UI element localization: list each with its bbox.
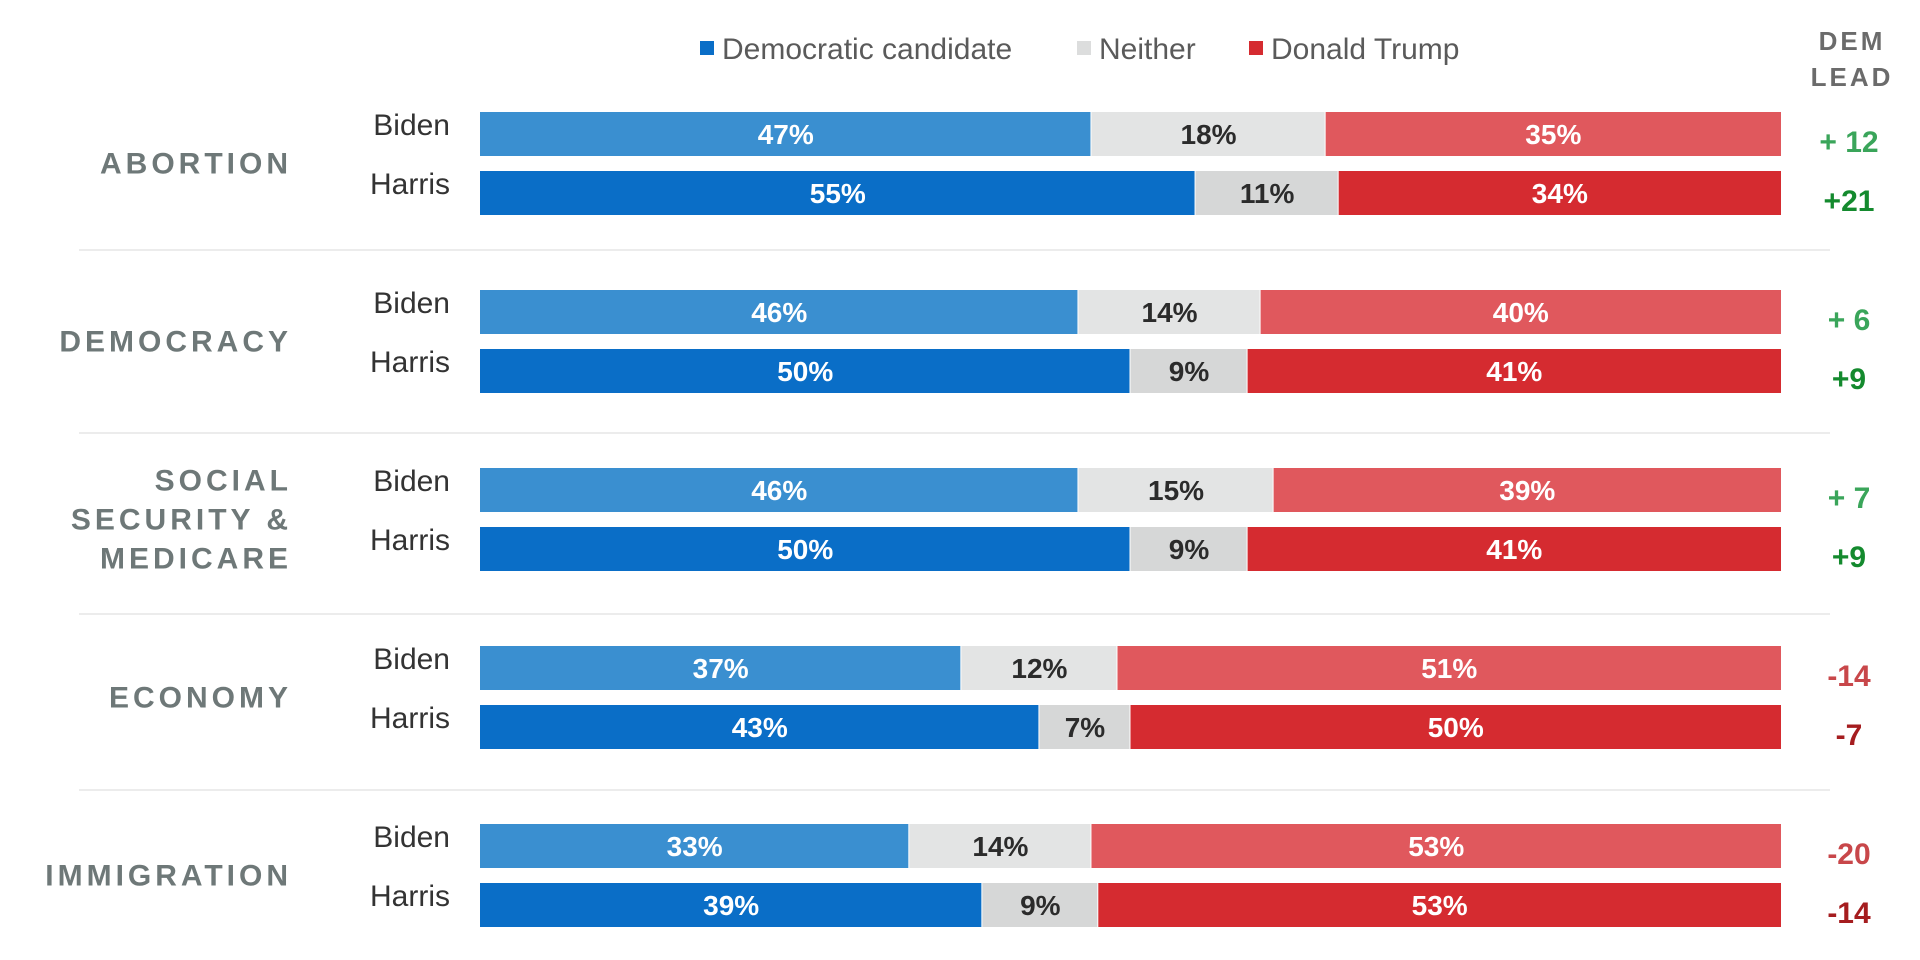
bar-trump bbox=[1273, 468, 1781, 512]
data-label-trump: 40% bbox=[1493, 297, 1549, 328]
bar-neither bbox=[1091, 112, 1325, 156]
bar-dem bbox=[480, 112, 1091, 156]
data-label-neither: 11% bbox=[1240, 178, 1295, 209]
bar-trump bbox=[1260, 290, 1781, 334]
row-label: Harris bbox=[370, 346, 450, 379]
dem-lead-value: -14 bbox=[1827, 897, 1871, 930]
category-label: SECURITY & bbox=[71, 504, 292, 537]
data-label-dem: 50% bbox=[777, 356, 833, 387]
row-label: Biden bbox=[373, 465, 450, 498]
row-label: Harris bbox=[370, 524, 450, 557]
row-label: Biden bbox=[373, 821, 450, 854]
data-label-dem: 47% bbox=[758, 119, 814, 150]
category-label: SOCIAL bbox=[155, 465, 292, 498]
legend-label: Neither bbox=[1099, 33, 1196, 66]
data-label-neither: 9% bbox=[1169, 356, 1210, 387]
category-label: MEDICARE bbox=[100, 543, 292, 576]
data-label-trump: 35% bbox=[1525, 119, 1581, 150]
bar-neither bbox=[961, 646, 1117, 690]
category-label: ABORTION bbox=[100, 148, 292, 181]
bar-trump bbox=[1098, 883, 1781, 927]
data-label-neither: 14% bbox=[972, 831, 1028, 862]
data-label-trump: 41% bbox=[1486, 356, 1542, 387]
data-label-dem: 33% bbox=[667, 831, 723, 862]
data-label-neither: 14% bbox=[1142, 297, 1198, 328]
category-label: ECONOMY bbox=[109, 682, 292, 715]
data-label-trump: 41% bbox=[1486, 534, 1542, 565]
bar-dem bbox=[480, 824, 909, 868]
legend-label: Donald Trump bbox=[1271, 33, 1459, 66]
bar-dem bbox=[480, 290, 1078, 334]
bar-trump bbox=[1325, 112, 1781, 156]
dem-lead-value: + 6 bbox=[1828, 304, 1871, 337]
category-label: IMMIGRATION bbox=[45, 860, 292, 893]
bar-dem bbox=[480, 705, 1039, 749]
bar-dem bbox=[480, 171, 1195, 215]
row-label: Harris bbox=[370, 168, 450, 201]
dem-lead-value: -20 bbox=[1827, 838, 1870, 871]
data-label-neither: 7% bbox=[1065, 712, 1106, 743]
dem-lead-value: +21 bbox=[1824, 185, 1875, 218]
bar-neither bbox=[1078, 290, 1260, 334]
bar-neither bbox=[909, 824, 1091, 868]
bar-trump bbox=[1130, 705, 1781, 749]
legend-label: Democratic candidate bbox=[722, 33, 1012, 66]
dem-lead-value: +9 bbox=[1832, 541, 1866, 574]
bar-dem bbox=[480, 646, 961, 690]
data-label-neither: 9% bbox=[1020, 890, 1061, 921]
bar-trump bbox=[1247, 349, 1781, 393]
row-label: Harris bbox=[370, 880, 450, 913]
lead-header: DEM bbox=[1819, 26, 1886, 56]
bar-neither bbox=[1078, 468, 1273, 512]
bar-trump bbox=[1247, 527, 1781, 571]
data-label-trump: 53% bbox=[1412, 890, 1468, 921]
data-label-neither: 18% bbox=[1181, 119, 1237, 150]
row-label: Biden bbox=[373, 287, 450, 320]
dem-lead-value: +9 bbox=[1832, 363, 1866, 396]
bar-dem bbox=[480, 468, 1078, 512]
bar-neither bbox=[1039, 705, 1130, 749]
data-label-dem: 50% bbox=[777, 534, 833, 565]
legend-swatch bbox=[1077, 41, 1091, 55]
data-label-dem: 55% bbox=[810, 178, 866, 209]
row-label: Harris bbox=[370, 702, 450, 735]
lead-header: LEAD bbox=[1811, 62, 1894, 92]
legend-swatch bbox=[700, 41, 714, 55]
data-label-dem: 46% bbox=[751, 297, 807, 328]
data-label-trump: 39% bbox=[1499, 475, 1555, 506]
data-label-trump: 51% bbox=[1421, 653, 1477, 684]
bar-neither bbox=[982, 883, 1098, 927]
bar-trump bbox=[1091, 824, 1781, 868]
data-label-dem: 46% bbox=[751, 475, 807, 506]
data-label-dem: 43% bbox=[732, 712, 788, 743]
category-label: DEMOCRACY bbox=[59, 326, 292, 359]
data-label-trump: 53% bbox=[1408, 831, 1464, 862]
bar-neither bbox=[1130, 527, 1247, 571]
dem-lead-value: + 12 bbox=[1819, 126, 1878, 159]
data-label-dem: 39% bbox=[703, 890, 759, 921]
data-label-neither: 12% bbox=[1011, 653, 1067, 684]
bar-neither bbox=[1195, 171, 1338, 215]
row-label: Biden bbox=[373, 643, 450, 676]
data-label-neither: 9% bbox=[1169, 534, 1210, 565]
dem-lead-value: + 7 bbox=[1828, 482, 1871, 515]
bar-trump bbox=[1117, 646, 1781, 690]
bar-dem bbox=[480, 883, 982, 927]
dem-lead-value: -14 bbox=[1827, 660, 1871, 693]
data-label-dem: 37% bbox=[693, 653, 749, 684]
data-label-trump: 50% bbox=[1428, 712, 1484, 743]
data-label-neither: 15% bbox=[1148, 475, 1204, 506]
bar-trump bbox=[1338, 171, 1781, 215]
dem-lead-value: -7 bbox=[1836, 719, 1863, 752]
bar-neither bbox=[1130, 349, 1247, 393]
data-label-trump: 34% bbox=[1532, 178, 1588, 209]
legend-swatch bbox=[1249, 41, 1263, 55]
bar-dem bbox=[480, 527, 1130, 571]
bar-dem bbox=[480, 349, 1130, 393]
row-label: Biden bbox=[373, 109, 450, 142]
